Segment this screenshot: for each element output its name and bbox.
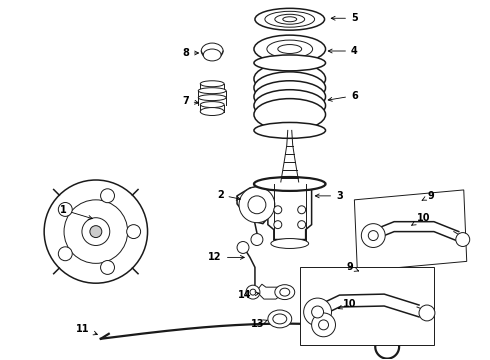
Ellipse shape [254,122,325,138]
Text: 4: 4 [328,46,358,56]
Text: 10: 10 [338,299,356,309]
Circle shape [312,313,336,337]
Text: 8: 8 [182,48,198,58]
Text: 12: 12 [208,252,245,262]
Ellipse shape [200,108,224,116]
Circle shape [456,233,470,247]
Ellipse shape [265,11,315,27]
Circle shape [274,221,282,229]
Circle shape [64,200,128,264]
Circle shape [312,306,323,318]
Ellipse shape [254,35,325,63]
Circle shape [250,289,256,295]
Circle shape [58,202,72,216]
Ellipse shape [254,99,325,130]
Ellipse shape [200,102,224,108]
Ellipse shape [201,43,223,59]
Circle shape [251,234,263,246]
Text: 2: 2 [217,190,241,200]
Ellipse shape [273,314,287,324]
Ellipse shape [283,17,297,22]
Circle shape [127,225,141,239]
Circle shape [237,242,249,253]
Circle shape [82,218,110,246]
Circle shape [274,206,282,214]
Text: 1: 1 [60,205,92,219]
Ellipse shape [254,63,325,95]
Circle shape [239,187,275,223]
Ellipse shape [255,8,324,30]
Ellipse shape [203,49,221,61]
Text: 14: 14 [238,290,259,300]
Ellipse shape [275,14,305,24]
Text: 5: 5 [331,13,358,23]
Text: 11: 11 [76,324,98,335]
Ellipse shape [271,239,309,248]
Circle shape [246,285,260,299]
Circle shape [58,247,72,261]
Ellipse shape [198,95,226,100]
Circle shape [90,226,102,238]
Ellipse shape [254,72,325,104]
Text: 7: 7 [182,96,198,105]
Circle shape [368,231,378,240]
Polygon shape [268,184,312,239]
Ellipse shape [200,81,224,87]
Circle shape [44,180,147,283]
Circle shape [304,298,332,326]
Ellipse shape [280,288,290,296]
Polygon shape [258,284,282,299]
Ellipse shape [275,285,294,300]
Circle shape [318,320,328,330]
Ellipse shape [254,81,325,113]
Polygon shape [354,190,467,271]
Text: 9: 9 [422,191,434,201]
Text: 3: 3 [316,191,343,201]
Ellipse shape [254,90,325,121]
Circle shape [100,189,115,203]
Ellipse shape [278,45,302,54]
Circle shape [248,196,266,214]
Ellipse shape [254,55,325,71]
Ellipse shape [254,177,325,191]
Text: 10: 10 [412,213,431,225]
Polygon shape [237,185,275,224]
Circle shape [298,221,306,229]
Circle shape [100,261,115,274]
Circle shape [361,224,385,247]
Text: 9: 9 [346,262,359,272]
Bar [300,267,434,345]
Ellipse shape [268,310,292,328]
Ellipse shape [198,88,226,94]
Ellipse shape [267,40,313,58]
Text: 13: 13 [251,319,268,329]
Circle shape [419,305,435,321]
Circle shape [298,206,306,214]
Text: 6: 6 [328,91,358,101]
